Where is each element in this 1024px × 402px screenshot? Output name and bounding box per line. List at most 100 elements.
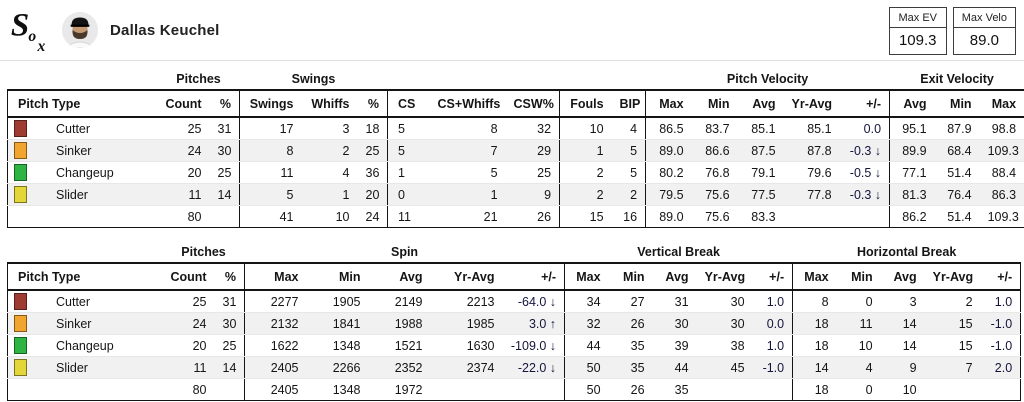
cell-max: 2132 — [244, 312, 307, 335]
cell-count: 25 — [157, 117, 210, 140]
cell-max: 1622 — [244, 334, 307, 357]
cell-max: 109.3 — [979, 205, 1024, 228]
column-header-avg: Avg — [880, 262, 925, 291]
cell-avg: 10 — [880, 378, 925, 401]
column-group-spacer — [559, 68, 646, 90]
column-header-bip: BIP — [611, 89, 646, 118]
cell-pitch-type: Changeup — [7, 161, 158, 184]
pitch-movement-table: Pitches Spin Vertical Break Horizontal Brea… — [7, 241, 1022, 401]
cell-min: 1348 — [306, 334, 369, 357]
cell-max: 89.0 — [645, 139, 692, 162]
cell-min: 75.6 — [691, 205, 738, 228]
cell-min: 87.9 — [934, 117, 980, 140]
cell-avg: 14 — [880, 334, 925, 357]
cell-bip: 5 — [611, 161, 646, 184]
column-header-pct: % — [214, 262, 245, 291]
cell-plus-minus — [839, 205, 890, 228]
cell-yr-avg — [696, 378, 753, 401]
stats-tables: Pitches Swings Pitch Velocity Exit Velocity… — [0, 61, 1024, 401]
column-header-cs-whiffs: CS+Whiffs — [429, 89, 506, 118]
cell-min: 26 — [608, 312, 653, 335]
column-header-min: Min — [691, 89, 738, 118]
column-header-swings: Swings — [239, 89, 302, 118]
column-header-count: Count — [157, 89, 210, 118]
cutter-color-swatch — [14, 293, 27, 310]
cell-pct: 30 — [214, 312, 245, 335]
cell-swings: 5 — [239, 183, 302, 206]
pitch-type-label: Changeup — [56, 165, 114, 180]
max-ev-value: 109.3 — [898, 32, 937, 49]
cell-min: 35 — [608, 334, 653, 357]
cell-cs: 5 — [387, 139, 430, 162]
cell-plus-minus: 3.0 ↑ — [502, 312, 565, 335]
column-group-swings: Swings — [239, 68, 388, 90]
cell-max: 34 — [564, 290, 609, 313]
cell-cs-whiffs: 8 — [429, 117, 506, 140]
cell-pitch-type: Changeup — [7, 334, 163, 357]
column-header-avg: Avg — [652, 262, 697, 291]
cell-cs-whiffs: 7 — [429, 139, 506, 162]
cell-min: 76.8 — [691, 161, 738, 184]
cell-yr-avg: 2374 — [430, 356, 503, 379]
cell-min: 75.6 — [691, 183, 738, 206]
cell-yr-avg: 1630 — [430, 334, 503, 357]
cell-yr-avg: 87.8 — [783, 139, 840, 162]
cell-avg: 95.1 — [889, 117, 935, 140]
cell-avg: 2149 — [368, 290, 431, 313]
cell-swings: 11 — [239, 161, 302, 184]
cell-avg: 1988 — [368, 312, 431, 335]
cell-min: 68.4 — [934, 139, 980, 162]
sinker-color-swatch — [14, 142, 27, 159]
cell-avg: 89.9 — [889, 139, 935, 162]
logo-letter-x: x — [37, 38, 46, 55]
column-header-avg: Avg — [368, 262, 431, 291]
cell-max: 2277 — [244, 290, 307, 313]
cell-whiffs: 4 — [301, 161, 358, 184]
cell-avg: 39 — [652, 334, 697, 357]
cell-count: 80 — [157, 205, 210, 228]
column-header-pct: % — [209, 89, 240, 118]
cell-max: 88.4 — [979, 161, 1024, 184]
cell-pct: 14 — [214, 356, 245, 379]
cell-pct: 36 — [357, 161, 388, 184]
cell-yr-avg: 15 — [924, 312, 981, 335]
column-group-spacer — [7, 68, 158, 90]
cell-yr-avg: 15 — [924, 334, 981, 357]
cell-max: 79.5 — [645, 183, 692, 206]
cell-swings: 8 — [239, 139, 302, 162]
cell-max: 86.3 — [979, 183, 1024, 206]
cell-plus-minus: -0.3 ↓ — [839, 183, 890, 206]
cell-whiffs: 10 — [301, 205, 358, 228]
cell-csw: 32 — [505, 117, 560, 140]
cell-avg: 1972 — [368, 378, 431, 401]
cell-max: 50 — [564, 378, 609, 401]
cell-avg: 1521 — [368, 334, 431, 357]
cell-pct: 20 — [357, 183, 388, 206]
cell-max: 14 — [792, 356, 837, 379]
cell-fouls: 15 — [559, 205, 612, 228]
cell-yr-avg: 79.6 — [783, 161, 840, 184]
table-row-slider: Slider 11 14 2405 2266 2352 2374 -22.0 ↓ 50 35 44 4… — [7, 356, 1022, 379]
column-header-csw: CSW% — [505, 89, 560, 118]
cell-yr-avg: 7 — [924, 356, 981, 379]
player-header: S o x Dallas Keuchel Max EV 109.3 — [0, 0, 1024, 61]
cell-pitch-type: Sinker — [7, 139, 158, 162]
column-group-vertical-break: Vertical Break — [564, 241, 793, 263]
column-header-count: Count — [162, 262, 215, 291]
cell-csw: 25 — [505, 161, 560, 184]
column-header-min: Min — [934, 89, 980, 118]
cell-avg: 30 — [652, 312, 697, 335]
cell-pct: 25 — [357, 139, 388, 162]
cell-cs: 1 — [387, 161, 430, 184]
cell-yr-avg: 45 — [696, 356, 753, 379]
cell-pct: 14 — [209, 183, 240, 206]
column-header-cs: CS — [387, 89, 430, 118]
column-group-horizontal-break: Horizontal Break — [792, 241, 1021, 263]
cell-min: 4 — [836, 356, 881, 379]
cell-count: 20 — [162, 334, 215, 357]
pitch-type-label: Slider — [56, 360, 88, 375]
cell-max: 18 — [792, 334, 837, 357]
cell-avg: 83.3 — [737, 205, 784, 228]
cell-pct: 31 — [214, 290, 245, 313]
